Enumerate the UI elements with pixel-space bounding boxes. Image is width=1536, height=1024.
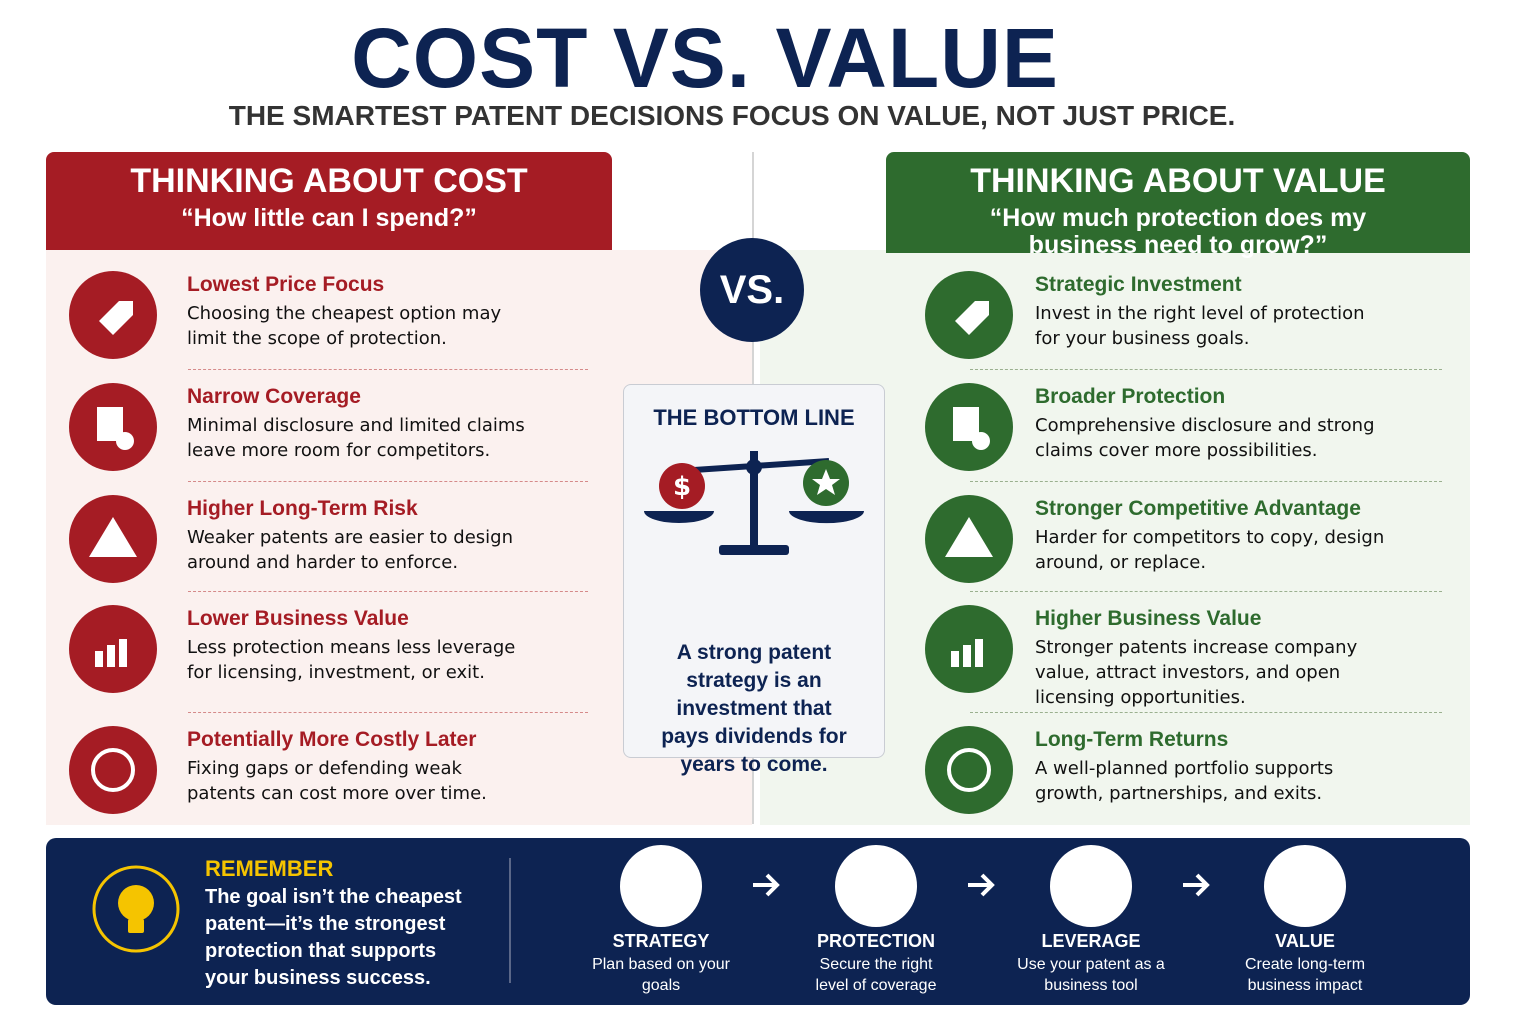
cost-header: THINKING ABOUT COST “How little can I sp… [46,152,612,250]
item-title: Stronger Competitive Advantage [1035,497,1361,520]
step-title: VALUE [1275,931,1335,951]
item-icon [69,383,157,471]
bottom-line-text: A strong patent strategy is an investmen… [661,641,847,776]
separator [970,591,1442,592]
bottom-line-box: THE BOTTOM LINE $ A strong patent strate… [623,384,885,776]
item: Strategic Investment Invest in the right … [1035,273,1385,351]
item: Broader Protection Comprehensive disclosu… [1035,385,1385,463]
vs-badge: VS. [700,238,804,342]
bulb-icon [92,865,180,953]
item-title: Higher Long-Term Risk [187,497,418,520]
item-text: Minimal disclosure and limited claims le… [187,415,525,461]
item-title: Long-Term Returns [1035,728,1229,751]
item: Higher Long-Term Risk Weaker patents are … [187,497,527,575]
separator [188,591,588,592]
item: Lowest Price Focus Choosing the cheapest … [187,273,527,351]
item-icon [925,495,1013,583]
item-title: Potentially More Costly Later [187,728,477,751]
remember-text: The goal isn’t the cheapest patent—it’s … [205,886,462,989]
step-icon [1050,845,1132,927]
item: Higher Business Value Stronger patents in… [1035,607,1385,710]
item-icon [925,271,1013,359]
title: COST VS. VALUE [351,11,1059,105]
item-icon [69,726,157,814]
item-icon [69,271,157,359]
item-icon [925,726,1013,814]
item-title: Higher Business Value [1035,607,1262,630]
scale-icon: $ [644,451,864,555]
arrow [749,868,783,906]
item: Lower Business Value Less protection mean… [187,607,527,685]
separator [188,481,588,482]
svg-text:$: $ [673,472,691,502]
item: Stronger Competitive Advantage Harder for… [1035,497,1385,575]
subtitle: THE SMARTEST PATENT DECISIONS FOCUS ON V… [228,100,1236,131]
value-heading: THINKING ABOUT VALUE [970,162,1386,200]
item-text: Weaker patents are easier to design arou… [187,527,513,573]
step-title: STRATEGY [612,931,710,951]
step-text: Create long-term business impact [1244,956,1366,994]
item-text: A well-planned portfolio supports growth… [1035,758,1334,804]
item-title: Broader Protection [1035,385,1226,408]
item-text: Invest in the right level of protection … [1035,303,1365,349]
arrow [1179,868,1213,906]
bottom-line-title: THE BOTTOM LINE [653,405,855,430]
separator [970,481,1442,482]
remember-title: REMEMBER [205,856,334,881]
item: Narrow Coverage Minimal disclosure and li… [187,385,527,463]
item-icon [69,605,157,693]
step-text: Secure the right level of coverage [815,956,937,994]
cost-question: “How little can I spend?” [181,204,477,232]
step-title: LEVERAGE [1041,931,1141,951]
item-text: Comprehensive disclosure and strong clai… [1035,415,1375,461]
item-text: Stronger patents increase company value,… [1035,637,1358,708]
item-title: Narrow Coverage [187,385,361,408]
value-header: THINKING ABOUT VALUE “How much protectio… [886,152,1470,259]
item-icon [925,383,1013,471]
step-icon [620,845,702,927]
step-icon [1264,845,1346,927]
item-title: Strategic Investment [1035,273,1242,296]
separator [188,712,588,713]
step-text: Plan based on your goals [592,956,730,994]
separator [188,369,588,370]
step-icon [835,845,917,927]
item-icon [69,495,157,583]
value-question: “How much protection does my business ne… [989,204,1367,259]
item-title: Lowest Price Focus [187,273,385,296]
step-text: Use your patent as a business tool [1017,956,1165,994]
separator [970,712,1442,713]
step-title: PROTECTION [816,931,935,951]
banner-divider [509,858,511,983]
separator [970,369,1442,370]
item-text: Harder for competitors to copy, design a… [1035,527,1385,573]
item-text: Fixing gaps or defending weak patents ca… [187,758,487,804]
item-text: Less protection means less leverage for … [187,637,516,683]
item: Potentially More Costly Later Fixing gaps… [187,728,527,806]
item-text: Choosing the cheapest option may limit t… [187,303,502,349]
item-icon [925,605,1013,693]
remember-banner: REMEMBER The goal isn’t the cheapest pat… [46,838,1470,1005]
arrow [964,868,998,906]
item-title: Lower Business Value [187,607,409,630]
cost-heading: THINKING ABOUT COST [130,162,528,200]
item: Long-Term Returns A well-planned portfoli… [1035,728,1385,806]
